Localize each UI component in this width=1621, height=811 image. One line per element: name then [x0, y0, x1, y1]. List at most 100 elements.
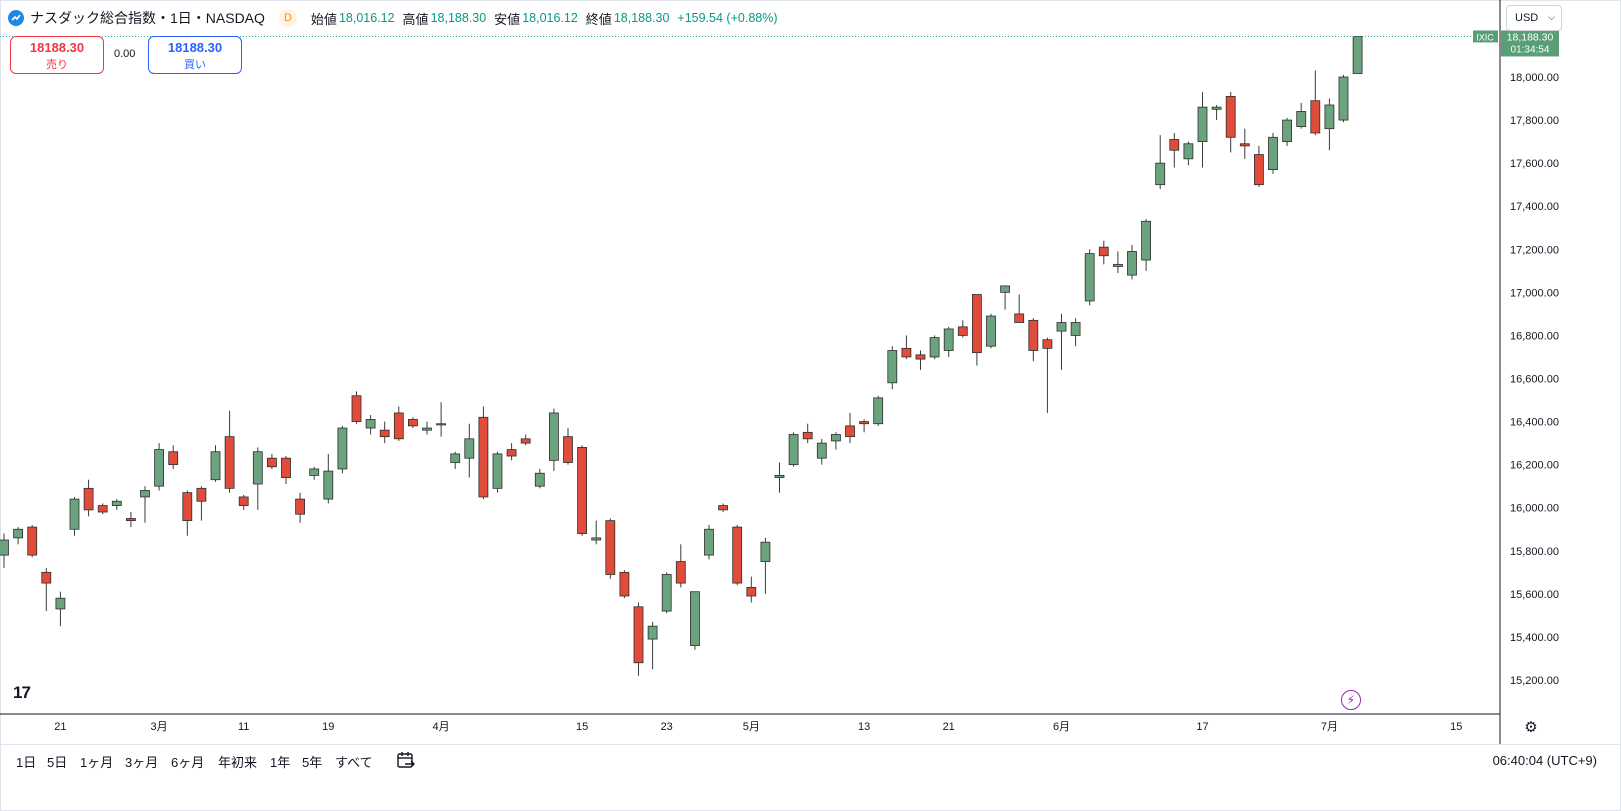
candle[interactable] [661, 572, 672, 614]
candle[interactable] [238, 494, 249, 510]
candle[interactable] [379, 421, 390, 444]
candle[interactable] [929, 335, 940, 360]
candle[interactable] [210, 445, 221, 482]
candle[interactable] [816, 438, 827, 465]
candle[interactable] [393, 406, 404, 441]
candle[interactable] [704, 524, 714, 560]
candle[interactable] [605, 518, 616, 579]
buy-button[interactable]: 18188.30 買い [148, 36, 242, 74]
lightning-icon[interactable]: ⚡ [1341, 690, 1361, 710]
candle[interactable] [619, 570, 630, 599]
candle[interactable] [873, 395, 884, 426]
range-button-7[interactable]: 5年 [302, 755, 323, 770]
candle[interactable] [55, 591, 66, 627]
clock[interactable]: 06:40:04 (UTC+9) [1492, 753, 1597, 768]
candle[interactable] [1352, 36, 1363, 74]
candle[interactable] [746, 576, 757, 603]
candle[interactable] [1296, 102, 1307, 129]
candle[interactable] [1000, 285, 1010, 310]
candle[interactable] [1155, 135, 1166, 189]
candle[interactable] [901, 335, 912, 360]
candle[interactable] [182, 490, 193, 536]
tradingview-logo[interactable]: 17 [13, 683, 31, 702]
candle[interactable] [675, 544, 686, 588]
candlestick-chart[interactable]: 15,200.00 15,400.00 15,600.00 15,800.00 16,0… [0, 0, 1621, 745]
candle[interactable] [478, 406, 489, 500]
range-button-2[interactable]: 1ヶ月 [80, 755, 114, 770]
candle[interactable] [436, 402, 447, 437]
candle[interactable] [1324, 98, 1335, 151]
candle[interactable] [1014, 294, 1025, 323]
candle[interactable] [732, 524, 743, 586]
candle[interactable] [111, 499, 122, 510]
candle[interactable] [309, 466, 320, 480]
candle[interactable] [154, 443, 165, 491]
candle[interactable] [690, 591, 700, 650]
candle[interactable] [577, 445, 587, 536]
candle[interactable] [563, 428, 573, 465]
candle[interactable] [295, 492, 306, 523]
candle[interactable] [520, 434, 531, 446]
candle[interactable] [788, 432, 799, 467]
candle[interactable] [1056, 313, 1067, 370]
candle[interactable] [407, 417, 418, 429]
candle[interactable] [351, 391, 362, 424]
candle[interactable] [1098, 240, 1109, 265]
candle[interactable] [887, 346, 898, 390]
candle[interactable] [957, 320, 968, 338]
candle[interactable] [1084, 249, 1095, 306]
symbol-title[interactable]: ナスダック総合指数・1日・NASDAQ [30, 10, 265, 26]
candle[interactable] [986, 313, 996, 349]
candle[interactable] [252, 447, 263, 510]
candle[interactable] [83, 479, 94, 517]
candle[interactable] [915, 350, 926, 370]
candle[interactable] [1225, 92, 1236, 153]
currency-select[interactable]: USD ⌵ [1506, 5, 1562, 31]
goto-date-icon[interactable] [396, 750, 416, 770]
candle[interactable] [450, 451, 461, 469]
candle[interactable] [1028, 318, 1039, 362]
candle[interactable] [534, 468, 545, 489]
candle[interactable] [549, 408, 559, 472]
candle[interactable] [647, 621, 658, 670]
candle[interactable] [1070, 318, 1081, 347]
candle[interactable] [196, 486, 207, 521]
candle[interactable] [27, 524, 38, 558]
data-delay-badge[interactable]: D [278, 9, 297, 27]
candle[interactable] [281, 456, 291, 485]
candle[interactable] [802, 423, 813, 444]
candle[interactable] [1113, 251, 1123, 273]
candle[interactable] [69, 496, 80, 536]
gear-icon[interactable]: ⚙ [1524, 719, 1538, 736]
candle[interactable] [1042, 337, 1053, 413]
candle[interactable] [718, 503, 728, 513]
candle[interactable] [859, 419, 869, 433]
candle[interactable] [266, 453, 277, 469]
candle[interactable] [337, 425, 348, 474]
range-button-8[interactable]: すべて [335, 755, 373, 770]
candle[interactable] [831, 432, 841, 450]
candle[interactable] [224, 410, 235, 493]
candle[interactable] [1211, 104, 1222, 121]
candle[interactable] [126, 512, 136, 528]
range-button-0[interactable]: 1日 [16, 755, 37, 770]
candle[interactable] [1239, 128, 1250, 159]
candle[interactable] [41, 568, 52, 612]
range-button-3[interactable]: 3ヶ月 [125, 755, 159, 770]
candle[interactable] [1169, 132, 1180, 168]
sell-button[interactable]: 18188.30 売り [10, 36, 104, 74]
candle[interactable] [422, 421, 432, 435]
candle[interactable] [13, 527, 24, 545]
candle[interactable] [140, 486, 150, 523]
range-button-5[interactable]: 年初来 [218, 755, 258, 770]
candle[interactable] [168, 445, 179, 469]
range-button-6[interactable]: 1年 [270, 755, 291, 770]
candle[interactable] [323, 453, 334, 504]
candle[interactable] [506, 443, 517, 461]
candle[interactable] [1127, 244, 1137, 280]
range-button-4[interactable]: 6ヶ月 [171, 755, 205, 770]
candle[interactable] [1282, 117, 1292, 146]
candle[interactable] [1338, 74, 1349, 123]
candle[interactable] [1197, 92, 1208, 168]
candle[interactable] [633, 602, 644, 676]
